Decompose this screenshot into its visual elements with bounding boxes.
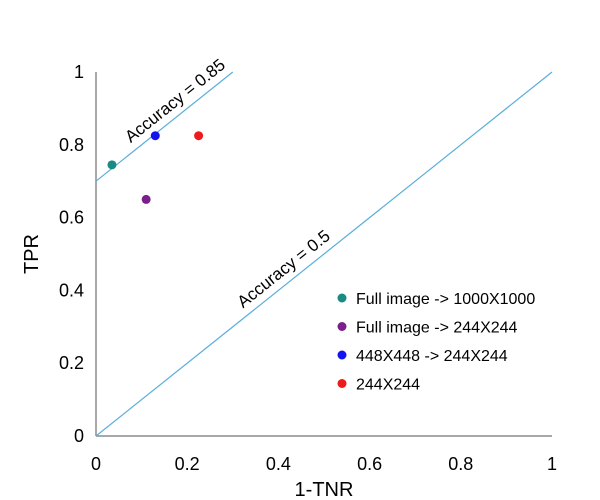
y-tick-label: 0.2 <box>59 353 84 373</box>
data-points <box>107 131 204 204</box>
reference-line <box>95 71 234 182</box>
legend-label: Full image -> 1000X1000 <box>356 291 535 308</box>
y-tick-label: 1 <box>74 62 84 82</box>
reference-line <box>95 71 553 437</box>
x-tick-label: 0.2 <box>175 454 200 474</box>
legend-marker <box>337 293 347 303</box>
data-point <box>150 131 160 141</box>
x-axis-title: 1-TNR <box>295 479 354 500</box>
y-tick-label: 0 <box>74 426 84 446</box>
x-tick-label: 1 <box>547 454 557 474</box>
data-point <box>141 194 151 204</box>
x-tick-label: 0.4 <box>266 454 291 474</box>
x-tick-labels: 0 0.2 0.4 0.6 0.8 1 <box>91 454 557 474</box>
reference-line-label: Accuracy = 0.85 <box>121 55 228 146</box>
y-tick-labels: 0 0.2 0.4 0.6 0.8 1 <box>59 62 84 446</box>
legend-label: 448X448 -> 244X244 <box>356 348 508 365</box>
legend-label: 244X244 <box>356 377 420 394</box>
y-tick-label: 0.8 <box>59 135 84 155</box>
reference-line-label: Accuracy = 0.5 <box>234 226 334 311</box>
x-tick-label: 0.8 <box>448 454 473 474</box>
axes <box>95 72 552 437</box>
y-tick-label: 0.6 <box>59 208 84 228</box>
legend-label: Full image -> 244X244 <box>356 320 518 337</box>
x-tick-label: 0 <box>91 454 101 474</box>
legend: Full image -> 1000X1000 Full image -> 244… <box>337 291 535 394</box>
data-point <box>194 131 204 141</box>
x-tick-label: 0.6 <box>357 454 382 474</box>
legend-marker <box>337 379 347 388</box>
y-axis-title: TPR <box>21 234 43 274</box>
data-point <box>107 160 117 170</box>
y-tick-label: 0.4 <box>59 280 84 300</box>
legend-marker <box>337 322 347 331</box>
legend-marker <box>337 350 347 360</box>
